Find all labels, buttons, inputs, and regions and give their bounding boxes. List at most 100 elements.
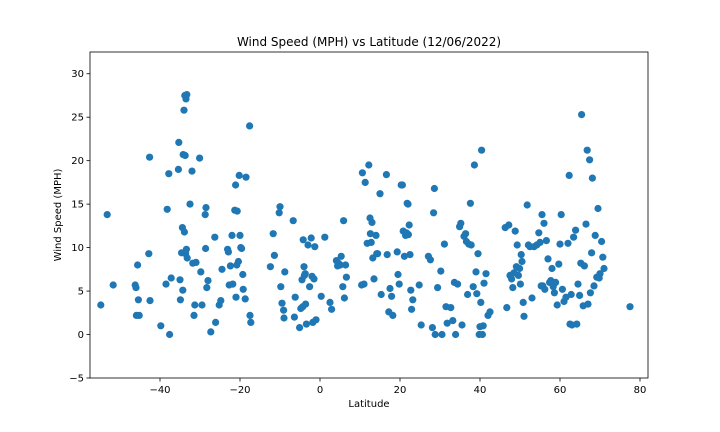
data-point — [552, 278, 560, 286]
data-point — [235, 171, 243, 179]
data-point — [202, 244, 210, 253]
data-point — [340, 294, 348, 302]
data-point — [299, 236, 307, 244]
data-point — [570, 233, 578, 241]
x-axis-ticks: −40 −20 0 20 40 60 80 — [149, 378, 646, 396]
data-point — [408, 305, 416, 313]
data-point — [553, 301, 561, 309]
data-point — [176, 276, 184, 284]
data-point — [134, 261, 142, 269]
data-point — [477, 298, 485, 306]
data-point — [280, 306, 288, 314]
data-point — [226, 262, 234, 270]
data-point — [241, 295, 249, 303]
data-point — [394, 270, 402, 279]
data-point — [276, 203, 284, 211]
data-point — [404, 200, 412, 208]
data-point — [191, 301, 199, 309]
data-point — [366, 230, 374, 238]
data-point — [466, 199, 474, 207]
data-point — [590, 282, 598, 290]
data-point — [518, 257, 526, 266]
data-point — [188, 167, 196, 175]
data-point — [301, 270, 309, 278]
data-point — [405, 221, 413, 229]
y-axis-ticks: −5 0 5 10 15 20 25 30 — [69, 69, 90, 385]
data-point — [591, 231, 599, 239]
data-point — [146, 297, 154, 305]
data-point — [180, 106, 188, 114]
data-point — [430, 184, 438, 193]
data-point — [544, 255, 552, 263]
data-point — [247, 318, 255, 326]
data-point — [415, 281, 423, 289]
data-point — [163, 205, 171, 213]
data-point — [374, 250, 382, 258]
data-point — [167, 274, 175, 282]
data-point — [508, 275, 516, 283]
data-point — [599, 253, 607, 261]
data-point — [310, 275, 318, 283]
data-point — [598, 237, 606, 246]
data-point — [509, 284, 517, 292]
x-tick-label: −20 — [229, 385, 250, 396]
data-point — [558, 285, 567, 293]
data-point — [145, 250, 153, 258]
data-point — [224, 248, 232, 256]
x-tick-label: 60 — [554, 385, 567, 396]
data-point — [306, 283, 314, 291]
data-point — [328, 305, 336, 313]
data-point — [550, 289, 559, 297]
data-point — [280, 314, 288, 322]
data-point — [342, 261, 350, 269]
y-tick-label: 20 — [71, 156, 84, 167]
data-point — [588, 249, 596, 257]
y-axis-label: Wind Speed (MPH) — [53, 168, 64, 261]
data-point — [519, 298, 527, 306]
data-point — [233, 207, 241, 215]
data-point — [236, 231, 244, 239]
data-point — [321, 233, 329, 241]
data-point — [103, 211, 111, 219]
data-point — [469, 283, 477, 291]
data-point — [340, 217, 348, 225]
data-points — [97, 91, 634, 339]
data-point — [192, 258, 200, 266]
data-point — [326, 298, 334, 306]
data-point — [574, 280, 582, 288]
data-point — [473, 290, 481, 298]
data-point — [407, 286, 415, 294]
data-point — [312, 316, 320, 324]
data-point — [198, 301, 206, 309]
data-point — [302, 320, 310, 328]
data-point — [541, 285, 549, 293]
data-point — [203, 284, 211, 292]
data-point — [428, 324, 436, 332]
data-point — [447, 304, 455, 312]
data-point — [454, 280, 462, 288]
data-point — [132, 284, 140, 292]
data-point — [304, 241, 312, 249]
data-point — [452, 330, 460, 339]
data-point — [201, 211, 209, 219]
data-point — [302, 300, 310, 308]
data-point — [165, 170, 173, 178]
data-point — [404, 231, 412, 239]
data-point — [360, 280, 368, 288]
data-point — [474, 250, 482, 258]
data-point — [584, 300, 592, 308]
data-point — [583, 146, 591, 154]
data-point — [395, 280, 403, 288]
data-point — [196, 154, 204, 162]
data-point — [376, 190, 384, 198]
data-point — [382, 171, 390, 179]
data-point — [482, 270, 490, 278]
data-point — [300, 263, 308, 271]
data-point — [600, 264, 608, 273]
data-point — [166, 330, 174, 339]
data-point — [277, 283, 285, 291]
x-tick-label: 80 — [634, 385, 647, 396]
data-point — [183, 91, 191, 99]
data-point — [503, 304, 511, 312]
data-point — [377, 290, 385, 299]
